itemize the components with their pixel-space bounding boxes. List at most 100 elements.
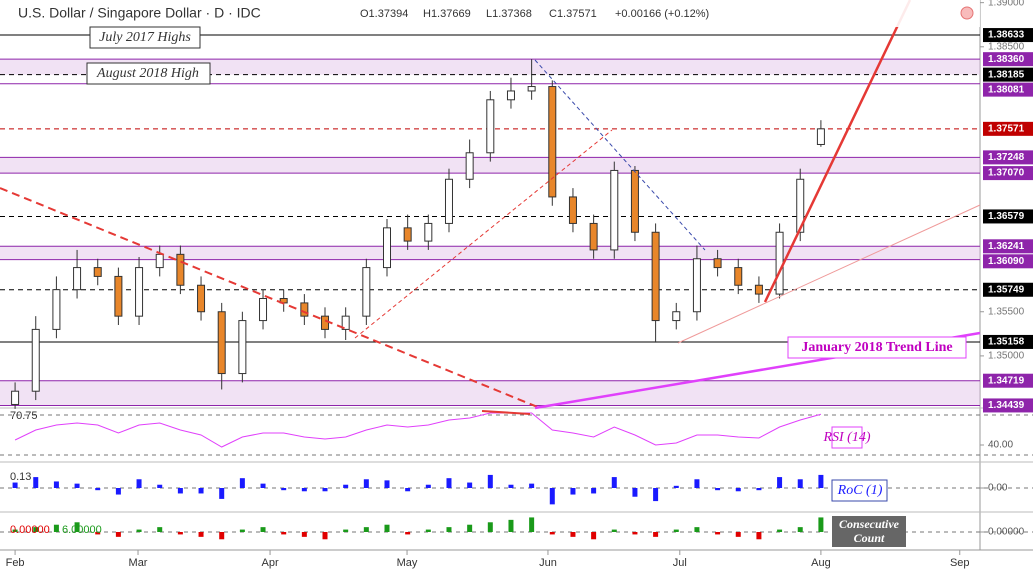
level-label: 1.34719	[988, 375, 1025, 386]
trend-line	[677, 204, 981, 344]
bar	[797, 479, 803, 488]
candle-body	[155, 253, 164, 269]
candle-body	[527, 86, 536, 92]
x-tick-label: Apr	[261, 557, 278, 569]
bar	[74, 522, 80, 532]
bar	[239, 478, 245, 488]
annotation-box	[832, 516, 906, 547]
header-bg	[0, 0, 980, 27]
candle-body	[651, 231, 660, 322]
value-label: 0.13	[10, 471, 31, 483]
alert-icon[interactable]	[960, 6, 974, 20]
y-tick-label: 1.38500	[988, 41, 1025, 52]
bar	[384, 480, 390, 488]
value-label: 0.00000	[10, 524, 50, 536]
ohlc-value: L1.37368	[486, 8, 532, 20]
level-label: 1.36241	[988, 241, 1025, 252]
bar	[115, 532, 121, 537]
x-tick-label: Aug	[811, 557, 831, 569]
bar	[239, 529, 245, 532]
level-label: 1.34439	[988, 400, 1025, 411]
bar	[797, 527, 803, 532]
level-label-bg	[983, 254, 1033, 269]
level-label: 1.35749	[988, 284, 1025, 295]
level-label: 1.38081	[988, 84, 1025, 95]
trend-lines	[0, 0, 981, 415]
bar	[33, 477, 39, 488]
level-label-bg	[983, 398, 1033, 413]
bar	[777, 477, 783, 488]
bar	[446, 478, 452, 488]
bar	[95, 532, 101, 535]
bar	[529, 483, 535, 488]
y-tick-label: 1.39000	[988, 0, 1025, 8]
bar	[653, 488, 659, 502]
bar	[549, 488, 555, 505]
bar	[735, 488, 741, 492]
bar	[343, 529, 349, 532]
bar	[570, 532, 576, 537]
candle-body	[259, 297, 268, 322]
level-label-bg	[983, 282, 1033, 297]
candle-body	[465, 152, 474, 180]
ohlc-value: C1.37571	[549, 8, 597, 20]
bar	[219, 532, 225, 540]
candle-body	[217, 311, 226, 375]
bar	[363, 527, 369, 532]
ohlc-value: O1.37394	[360, 8, 408, 20]
bar	[115, 488, 121, 495]
annotation-wrap: Consecutive Count	[839, 517, 899, 545]
bar	[715, 532, 721, 535]
candle-body	[197, 284, 206, 313]
bar	[487, 474, 493, 488]
bar	[157, 527, 163, 532]
candle-body	[176, 253, 185, 286]
candle-body	[403, 227, 412, 242]
candle-body	[31, 328, 40, 392]
bar	[818, 474, 824, 488]
bar	[198, 532, 204, 537]
rsi-line	[14, 412, 822, 448]
candle-body	[713, 258, 722, 269]
bar	[322, 532, 328, 540]
candle-body	[238, 320, 247, 375]
candle-body	[754, 284, 763, 295]
bar	[405, 532, 411, 535]
x-tick-label: Jun	[539, 557, 557, 569]
bar	[818, 517, 824, 532]
bar	[343, 484, 349, 488]
level-label: 1.38633	[988, 30, 1025, 41]
bar	[611, 477, 617, 488]
ohlc: O1.37394 H1.37669 L1.37368 C1.37571 +0.00166…	[360, 8, 709, 20]
bar	[694, 527, 700, 532]
bar	[12, 529, 18, 532]
annotation: July 2017 Highs	[99, 30, 191, 45]
y-tick-label: 1.35000	[988, 351, 1025, 362]
bar	[363, 479, 369, 488]
candle-body	[589, 222, 598, 251]
bar	[467, 482, 473, 488]
bar	[53, 524, 59, 532]
bar	[756, 488, 762, 491]
level-label: 1.37248	[988, 152, 1025, 163]
zone	[0, 59, 980, 75]
bar	[136, 529, 142, 532]
candle-body	[341, 315, 350, 330]
candle-body	[568, 196, 577, 224]
bar	[301, 488, 307, 492]
x-tick-label: Jul	[673, 557, 687, 569]
x-tick-label: Sep	[950, 557, 970, 569]
y-tick-label: 0.00000	[988, 527, 1025, 538]
candle-body	[630, 169, 639, 233]
level-label: 1.36090	[988, 256, 1025, 267]
annotation: RoC (1)	[837, 483, 883, 498]
annotation-box	[787, 336, 967, 359]
level-label: 1.37571	[988, 123, 1025, 134]
level-label-bg	[983, 373, 1033, 388]
bar	[53, 481, 59, 488]
candle-body	[444, 178, 453, 224]
bar	[446, 527, 452, 532]
